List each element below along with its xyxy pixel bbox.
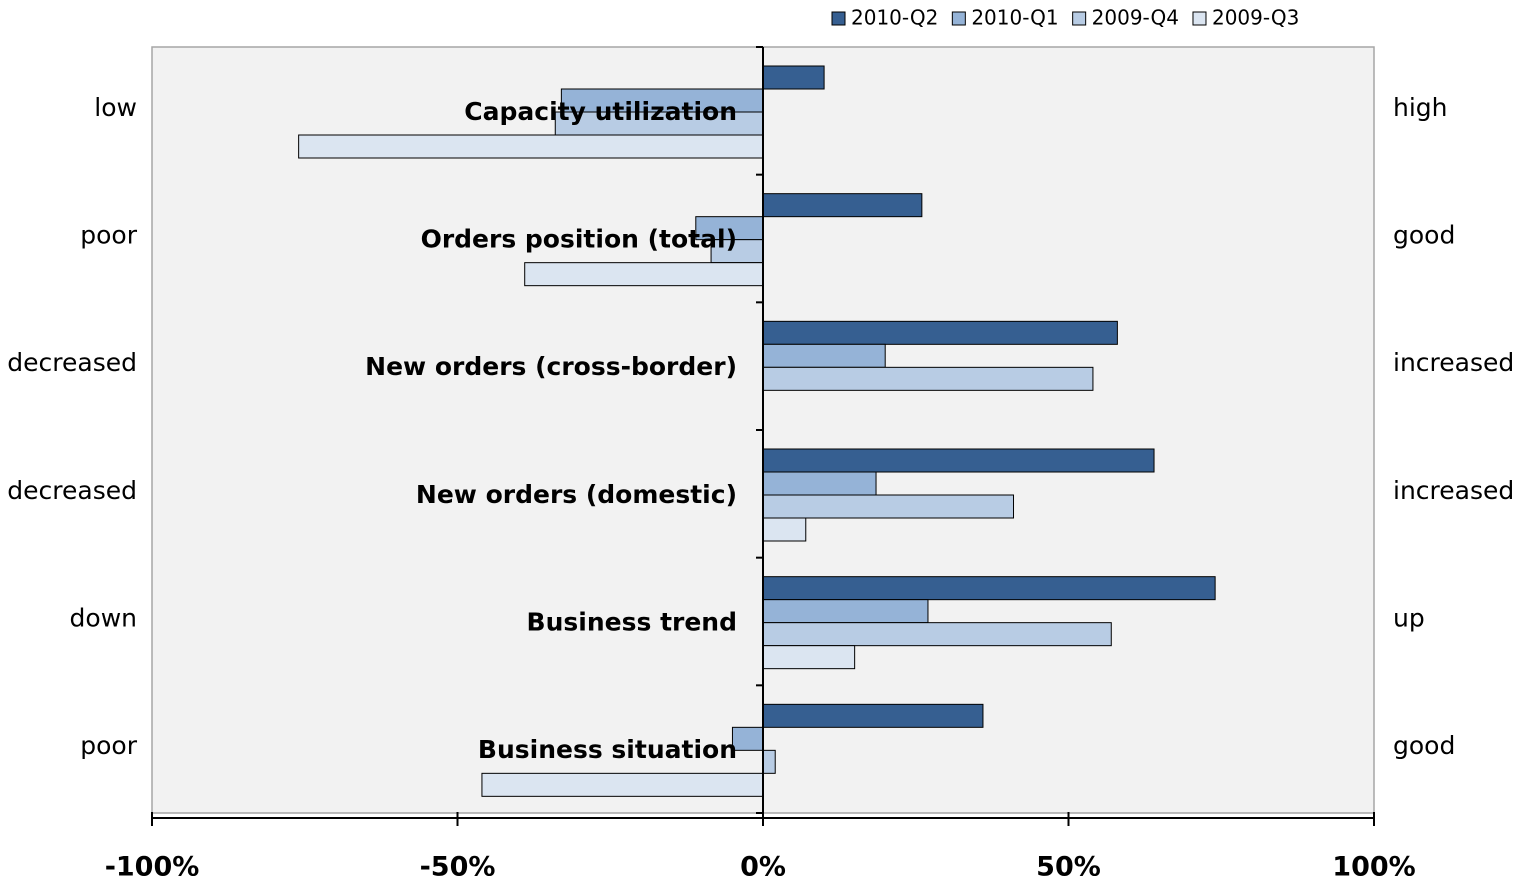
x-tick-label: -100% [105,852,200,883]
legend-swatch [831,11,846,26]
left-label: decreased [7,348,137,377]
bar [762,65,825,90]
bar [762,366,1094,391]
right-label: up [1393,604,1425,633]
bar [762,494,1015,519]
bar [762,517,807,542]
category-label: Orders position (total) [421,225,737,254]
right-label: increased [1393,476,1514,505]
left-label: poor [80,221,137,250]
legend-label: 2009-Q3 [1212,6,1299,30]
bar [762,193,923,218]
bar [762,645,856,670]
bar [524,262,764,287]
x-tick-label: -50% [420,852,496,883]
x-tick-label: 100% [1332,852,1415,883]
category-label: Business situation [478,735,737,764]
right-label: good [1393,731,1455,760]
legend-swatch [1192,11,1207,26]
legend-label: 2009-Q4 [1092,6,1179,30]
bar [762,622,1112,647]
legend-swatch [951,11,966,26]
left-label: down [70,604,137,633]
bar [762,343,886,368]
category-label: New orders (domestic) [416,480,737,509]
category-label: Business trend [527,608,737,637]
right-label: high [1393,93,1448,122]
bar [731,726,764,751]
right-label: good [1393,221,1455,250]
right-label: increased [1393,348,1514,377]
bar [762,749,776,774]
x-tick-label: 50% [1036,852,1101,883]
bar [481,772,764,797]
bar [298,134,764,159]
bar [762,599,929,624]
bar [762,703,984,728]
left-label: poor [80,731,137,760]
legend-label: 2010-Q1 [971,6,1058,30]
bar [762,320,1118,345]
left-label: decreased [7,476,137,505]
category-label: New orders (cross-border) [365,352,737,381]
legend-swatch [1072,11,1087,26]
bar [762,471,877,496]
x-tick-label: 0% [740,852,786,883]
bar [762,448,1155,473]
legend-label: 2010-Q2 [851,6,938,30]
bar [762,576,1216,601]
left-label: low [94,93,137,122]
category-label: Capacity utilization [464,97,737,126]
